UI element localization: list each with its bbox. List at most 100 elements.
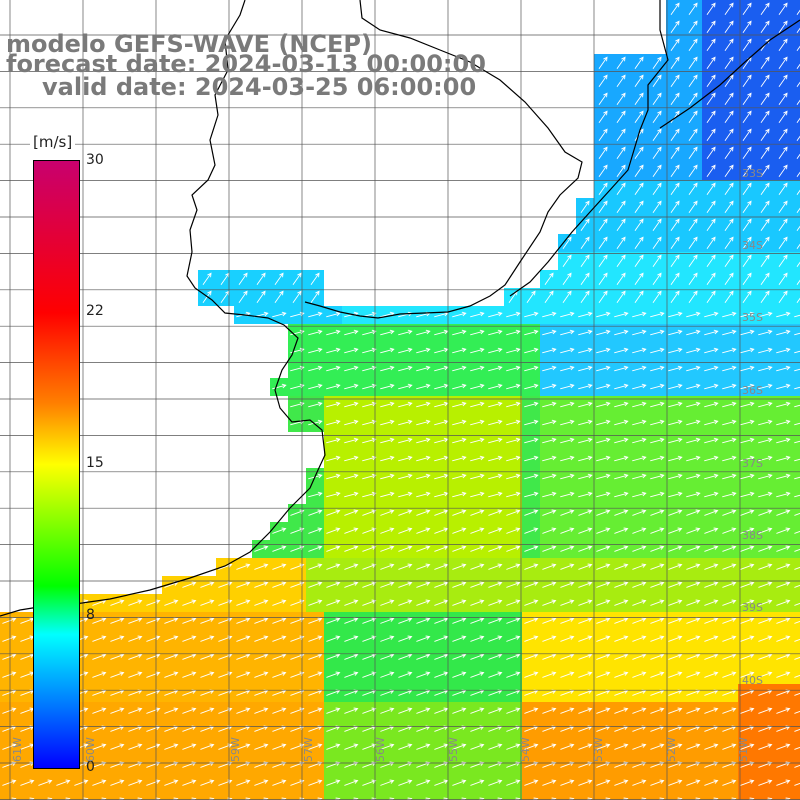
wind-arrow: [506, 617, 521, 624]
wind-cell: [792, 630, 800, 648]
wind-arrow: [706, 146, 716, 159]
wind-cell: [792, 576, 800, 594]
wind-cell: [198, 792, 216, 800]
wind-arrow: [506, 527, 521, 534]
wind-arrow: [650, 527, 665, 534]
wind-arrow: [740, 365, 755, 372]
wind-arrow: [524, 383, 539, 390]
wind-arrow: [488, 653, 503, 660]
wind-arrow: [670, 56, 680, 69]
wind-arrow: [760, 20, 770, 33]
wind-arrow: [326, 329, 341, 336]
wind-arrow: [200, 779, 215, 786]
wind-arrow: [670, 236, 680, 249]
wind-arrow: [488, 473, 503, 480]
wind-arrow: [740, 383, 755, 390]
wind-arrow: [616, 92, 626, 105]
wind-arrow: [598, 182, 608, 195]
wind-arrow: [598, 146, 608, 159]
wind-arrow: [362, 383, 377, 390]
wind-arrow: [670, 110, 680, 123]
wind-arrow: [110, 761, 125, 768]
wind-cell: [792, 342, 800, 360]
wind-arrow: [308, 419, 323, 426]
wind-arrow: [452, 311, 467, 318]
wind-arrow: [236, 581, 251, 588]
wind-arrow: [632, 743, 647, 750]
wind-arrow: [416, 383, 431, 390]
wind-arrow: [326, 473, 341, 480]
wind-arrow: [632, 491, 647, 498]
wind-arrow: [344, 527, 359, 534]
wind-arrow: [110, 599, 125, 606]
wind-arrow: [794, 314, 800, 318]
wind-arrow: [416, 401, 431, 408]
wind-arrow: [760, 110, 770, 123]
wind-arrow: [668, 365, 683, 372]
wind-arrow: [632, 329, 647, 336]
wind-arrow: [274, 290, 284, 303]
wind-arrow: [416, 473, 431, 480]
wind-arrow: [794, 674, 800, 678]
wind-arrow: [506, 707, 521, 714]
wind-arrow: [20, 779, 35, 786]
wind-arrow: [110, 635, 125, 642]
wind-arrow: [38, 779, 53, 786]
wind-arrow: [616, 56, 626, 69]
wind-cell: [450, 792, 468, 800]
wind-arrow: [778, 182, 788, 195]
wind-arrow: [614, 383, 629, 390]
wind-arrow: [164, 671, 179, 678]
wind-arrow: [632, 311, 647, 318]
wind-arrow: [614, 455, 629, 462]
wind-arrow: [596, 473, 611, 480]
wind-arrow: [706, 200, 716, 213]
wind-arrow: [616, 74, 626, 87]
wind-arrow: [452, 779, 467, 786]
wind-arrow: [758, 545, 773, 552]
wind-arrow: [542, 707, 557, 714]
wind-arrow: [416, 545, 431, 552]
wind-arrow: [362, 653, 377, 660]
wind-arrow: [704, 509, 719, 516]
coastline: [0, 0, 326, 617]
wind-arrow: [506, 653, 521, 660]
wind-arrow: [758, 509, 773, 516]
wind-cell: [792, 162, 800, 180]
wind-arrow: [526, 290, 536, 303]
wind-arrow: [724, 128, 734, 141]
wind-arrow: [542, 473, 557, 480]
longitude-label: 52W: [665, 737, 678, 762]
wind-cell: [504, 792, 522, 800]
wind-cell: [576, 792, 594, 800]
wind-arrow: [668, 653, 683, 660]
wind-cell: [522, 792, 540, 800]
wind-arrow: [724, 290, 734, 303]
wind-arrow: [488, 599, 503, 606]
wind-arrow: [308, 599, 323, 606]
wind-arrow: [506, 599, 521, 606]
wind-arrow: [272, 707, 287, 714]
wind-arrow: [596, 419, 611, 426]
wind-arrow: [452, 617, 467, 624]
wind-arrow: [580, 272, 590, 285]
wind-arrow: [724, 218, 734, 231]
wind-arrow: [398, 581, 413, 588]
wind-arrow: [470, 347, 485, 354]
wind-arrow: [686, 383, 701, 390]
wind-arrow: [704, 527, 719, 534]
wind-arrow: [326, 761, 341, 768]
wind-arrow: [740, 779, 755, 786]
wind-arrow: [524, 779, 539, 786]
wind-arrow: [164, 743, 179, 750]
wind-arrow: [634, 74, 644, 87]
wind-arrow: [344, 347, 359, 354]
wind-arrow: [596, 311, 611, 318]
wind-arrow: [452, 455, 467, 462]
wind-arrow: [416, 635, 431, 642]
wind-arrow: [344, 635, 359, 642]
wind-arrow: [758, 653, 773, 660]
wind-arrow: [614, 581, 629, 588]
wind-arrow: [614, 347, 629, 354]
wind-arrow: [488, 311, 503, 318]
